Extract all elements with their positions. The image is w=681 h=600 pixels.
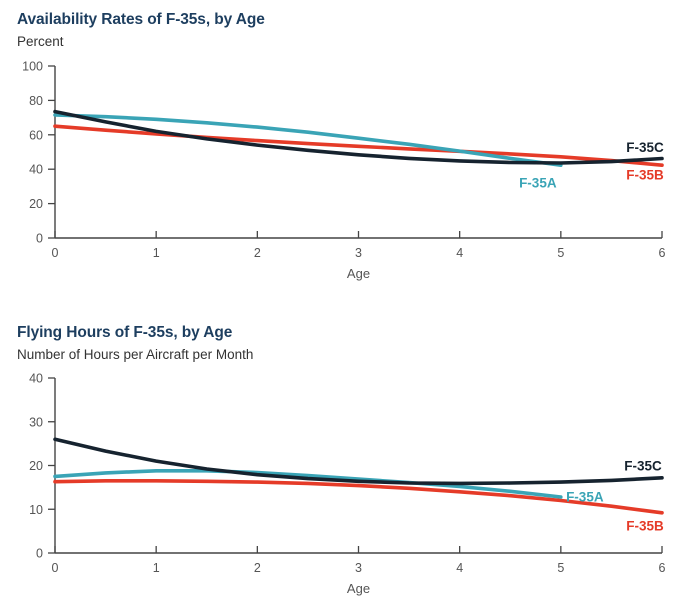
x-tick-label: 1 xyxy=(153,246,160,260)
y-tick-label: 40 xyxy=(29,163,43,177)
x-tick-label: 4 xyxy=(456,561,463,575)
series-label-f35b: F-35B xyxy=(626,168,664,183)
x-tick-label: 6 xyxy=(659,561,666,575)
series-line-f35c xyxy=(53,109,664,165)
x-tick-label: 0 xyxy=(52,561,59,575)
x-axis-title: Age xyxy=(347,266,370,281)
x-tick-label: 3 xyxy=(355,246,362,260)
y-tick-label: 0 xyxy=(36,232,43,246)
series-line-f35a xyxy=(53,113,563,167)
x-axis-title: Age xyxy=(347,581,370,596)
x-tick-label: 5 xyxy=(557,246,564,260)
series-label-f35c: F-35C xyxy=(624,458,662,473)
availability-chart-plot: 0 20 40 60 80 100 0 1 2 3 4 5 6 Age F-35B F-35A F-35C xyxy=(22,60,666,282)
y-tick-label: 20 xyxy=(29,197,43,211)
x-tick-label: 5 xyxy=(557,561,564,575)
series-line-f35a xyxy=(53,469,563,499)
flying-hours-chart-title: Flying Hours of F-35s, by Age xyxy=(17,324,233,341)
x-tick-label: 4 xyxy=(456,246,463,260)
series-line-f35b xyxy=(53,124,664,167)
x-tick-label: 2 xyxy=(254,561,261,575)
series-line-f35c xyxy=(53,437,664,486)
flying-hours-chart-plot: 0 10 20 30 40 0 1 2 3 4 5 6 Age F-35B F-35A F-35C xyxy=(29,372,666,597)
y-tick-label: 80 xyxy=(29,94,43,108)
x-tick-label: 6 xyxy=(659,246,666,260)
flying-hours-chart-subtitle: Number of Hours per Aircraft per Month xyxy=(17,347,254,362)
x-tick-label: 1 xyxy=(153,561,160,575)
y-tick-label: 60 xyxy=(29,128,43,142)
availability-chart-subtitle: Percent xyxy=(17,34,64,49)
series-line-f35b xyxy=(53,479,664,515)
series-label-f35b: F-35B xyxy=(626,518,664,533)
series-label-f35a: F-35A xyxy=(566,490,604,505)
y-tick-label: 40 xyxy=(29,372,43,386)
series-label-f35c: F-35C xyxy=(626,140,664,155)
x-tick-label: 0 xyxy=(52,246,59,260)
y-tick-label: 30 xyxy=(29,415,43,429)
y-tick-label: 20 xyxy=(29,459,43,473)
y-tick-label: 10 xyxy=(29,503,43,517)
availability-chart-title: Availability Rates of F-35s, by Age xyxy=(17,11,265,28)
series-label-f35a: F-35A xyxy=(519,176,557,191)
x-tick-label: 2 xyxy=(254,246,261,260)
x-tick-label: 3 xyxy=(355,561,362,575)
y-tick-label: 0 xyxy=(36,547,43,561)
y-tick-label: 100 xyxy=(22,60,43,74)
